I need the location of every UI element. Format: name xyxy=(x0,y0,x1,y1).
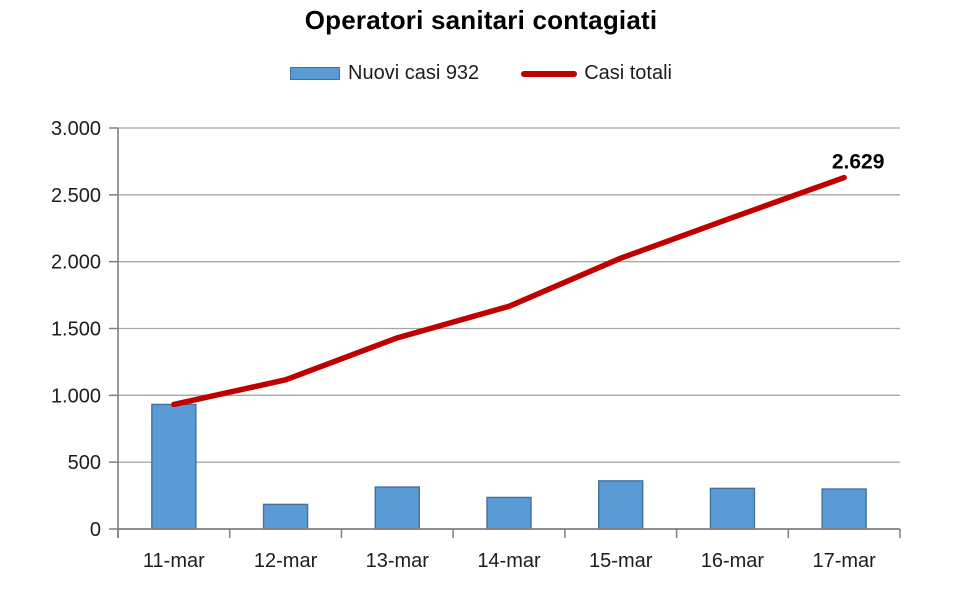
bar-17-mar xyxy=(821,488,867,530)
x-axis-label: 13-mar xyxy=(366,550,430,572)
bar-16-mar xyxy=(709,487,756,530)
x-axis-label: 16-mar xyxy=(701,550,765,572)
bar-15-mar xyxy=(598,480,644,530)
x-axis-label: 11-mar xyxy=(143,550,205,572)
legend-item-casi-totali: Casi totali xyxy=(521,62,672,85)
legend-label-nuovi-casi: Nuovi casi 932 xyxy=(348,62,480,84)
chart-legend: Nuovi casi 932 Casi totali xyxy=(0,62,962,85)
line-end-value-label: 2.629 xyxy=(832,151,885,174)
y-axis-label: 0 xyxy=(90,519,101,541)
legend-item-nuovi-casi: Nuovi casi 932 xyxy=(290,62,479,85)
y-axis-label: 1.000 xyxy=(51,385,101,407)
x-axis-label: 15-mar xyxy=(589,550,653,572)
bar-13-mar xyxy=(374,486,420,530)
bar-11-mar xyxy=(151,403,197,530)
y-axis-label: 1.500 xyxy=(51,319,101,341)
line-series-swatch xyxy=(521,70,578,77)
y-axis-label: 2.000 xyxy=(51,252,101,274)
chart-title: Operatori sanitari contagiati xyxy=(304,5,658,35)
y-axis-label: 2.500 xyxy=(51,185,101,207)
y-axis-label: 500 xyxy=(68,452,101,474)
x-axis-label: 14-mar xyxy=(477,550,541,572)
legend-label-casi-totali: Casi totali xyxy=(584,62,672,84)
x-axis-label: 17-mar xyxy=(812,550,876,572)
y-axis-label: 3.000 xyxy=(51,118,101,140)
bar-12-mar xyxy=(262,503,309,530)
bar-14-mar xyxy=(486,496,532,530)
casi-totali-line xyxy=(171,174,847,408)
bar-series-swatch xyxy=(290,67,340,80)
x-axis-label: 12-mar xyxy=(254,550,318,572)
